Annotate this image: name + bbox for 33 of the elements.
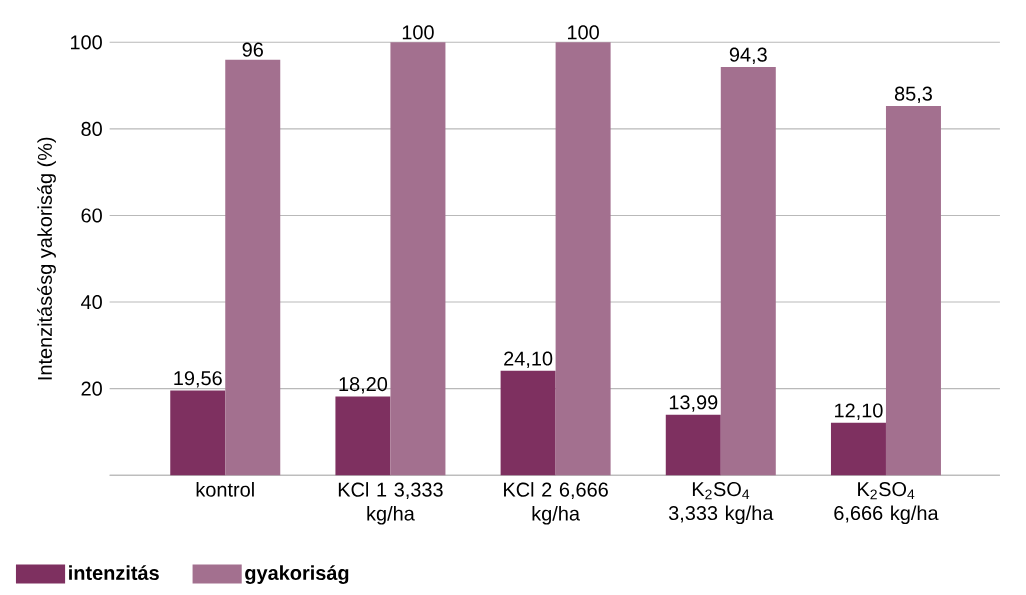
data-label: 85,3 xyxy=(894,86,932,104)
data-label: 100 xyxy=(568,25,599,40)
data-label: 24,10 xyxy=(504,351,553,368)
data-label: 96 xyxy=(242,42,263,57)
x-tick-label: K$_{2}$SO$_{4}$ 3,333 kg/ha xyxy=(668,482,774,525)
data-label: 94,3 xyxy=(729,47,767,65)
x-tick-label: KCl 1 3,333 kg/ha xyxy=(338,482,443,525)
y-tick-label: 80 xyxy=(81,121,102,136)
y-axis-title: Intenzitásésg yakoriság (%) xyxy=(37,137,56,380)
bar xyxy=(335,396,391,476)
data-label: 18,20 xyxy=(339,377,388,394)
y-tick-label: 100 xyxy=(70,35,102,50)
y-tick-label: 40 xyxy=(81,294,102,310)
data-label: 12,10 xyxy=(835,403,883,420)
bar xyxy=(555,42,611,476)
x-tick-label: kontrol xyxy=(196,482,254,497)
legend-label: gyakoriság xyxy=(245,565,349,585)
x-tick-label: KCl 2 6,666 kg/ha xyxy=(504,482,608,525)
y-tick-label: 20 xyxy=(81,381,102,396)
bar xyxy=(500,370,556,476)
bar xyxy=(225,59,281,476)
bar xyxy=(830,422,886,476)
bar xyxy=(885,105,941,476)
y-tick-label: 60 xyxy=(81,208,102,223)
bar xyxy=(170,390,226,476)
data-label: 13,99 xyxy=(669,395,718,412)
x-tick-label: K$_{2}$SO$_{4}$ 6,666 kg/ha xyxy=(834,482,939,525)
bar xyxy=(720,66,776,476)
bar xyxy=(665,414,721,476)
data-label: 100 xyxy=(402,25,434,40)
bar xyxy=(390,42,446,476)
legend-label: intenzitás xyxy=(69,565,159,580)
data-label: 19,56 xyxy=(174,371,222,388)
